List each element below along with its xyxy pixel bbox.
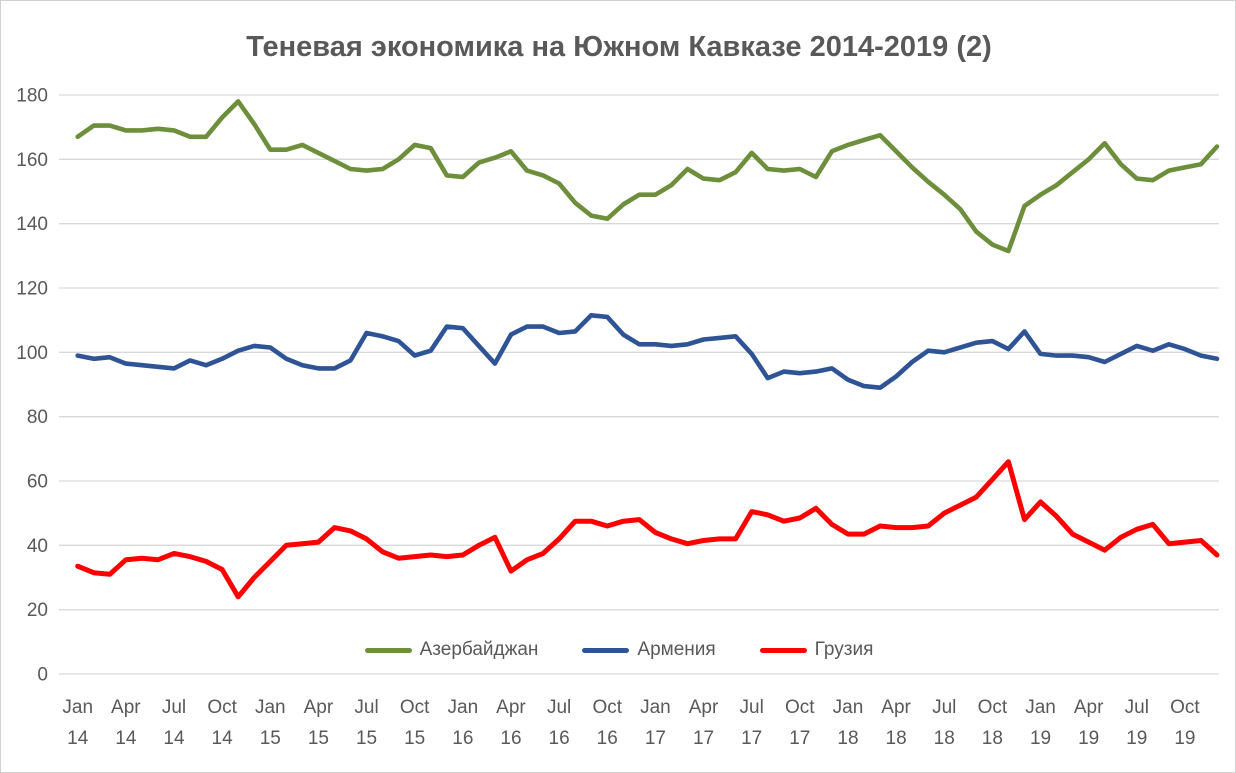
x-tick-label: Oct 16 xyxy=(592,697,622,749)
x-tick-label: Apr 14 xyxy=(111,697,141,749)
x-tick-label: Oct 18 xyxy=(978,697,1008,749)
legend: Азербайджан Армения Грузия xyxy=(1,634,1235,666)
legend-item-georgia: Грузия xyxy=(759,639,874,661)
y-tick-label: 180 xyxy=(16,86,48,107)
x-tick-label: Jan 17 xyxy=(640,697,671,749)
y-tick-label: 0 xyxy=(37,665,48,686)
x-tick-label: Apr 19 xyxy=(1074,697,1104,749)
x-tick-label: Apr 16 xyxy=(496,697,526,749)
legend-label: Азербайджан xyxy=(419,639,539,660)
y-axis-tick-labels: 0 20 40 60 80 100 120 140 160 180 xyxy=(16,86,48,686)
series-line-2 xyxy=(75,459,1220,600)
chart-title: Теневая экономика на Южном Кавказе 2014-… xyxy=(246,31,992,63)
series-line-0 xyxy=(75,99,1220,254)
x-tick-label: Apr 17 xyxy=(689,697,719,749)
x-tick-label: Apr 15 xyxy=(304,697,334,749)
y-tick-label: 120 xyxy=(16,279,48,300)
x-tick-label: Oct 17 xyxy=(785,697,815,749)
y-gridlines xyxy=(59,94,1219,675)
legend-label: Армения xyxy=(637,639,716,660)
x-tick-label: Jul 18 xyxy=(932,697,956,749)
x-tick-label: Jan 16 xyxy=(448,697,479,749)
legend-item-azerbaijan: Азербайджан xyxy=(364,639,539,661)
x-tick-label: Oct 19 xyxy=(1170,697,1200,749)
x-tick-label: Oct 14 xyxy=(207,697,237,749)
x-tick-label: Jul 19 xyxy=(1125,697,1149,749)
y-tick-label: 80 xyxy=(27,407,48,428)
y-tick-label: 20 xyxy=(27,600,48,621)
azerbaijan-line-swatch-icon xyxy=(364,647,412,653)
georgia-line-swatch-icon xyxy=(759,647,807,653)
armenia-line-swatch-icon xyxy=(582,647,630,653)
legend-item-armenia: Армения xyxy=(582,639,716,661)
x-tick-label: Jul 17 xyxy=(740,697,764,749)
y-tick-label: 60 xyxy=(27,472,48,493)
x-tick-label: Jan 18 xyxy=(833,697,864,749)
y-tick-label: 100 xyxy=(16,343,48,364)
x-tick-label: Jan 15 xyxy=(255,697,286,749)
x-tick-label: Jul 14 xyxy=(162,697,186,749)
y-tick-label: 140 xyxy=(16,214,48,235)
y-tick-label: 160 xyxy=(16,150,48,171)
x-tick-label: Jan 14 xyxy=(62,697,93,749)
y-tick-label: 40 xyxy=(27,536,48,557)
legend-label: Грузия xyxy=(814,639,874,660)
x-axis-tick-labels: Jan 14 Apr 14 Jul 14 Oct 14 Jan 15 Apr 15 Jul 15 Oct 15… xyxy=(62,697,1200,749)
x-tick-label: Oct 15 xyxy=(400,697,430,749)
x-tick-label: Apr 18 xyxy=(881,697,911,749)
x-tick-label: Jul 15 xyxy=(354,697,378,749)
x-tick-label: Jul 16 xyxy=(547,697,571,749)
series-line-1 xyxy=(75,312,1220,391)
x-tick-label: Jan 19 xyxy=(1025,697,1056,749)
